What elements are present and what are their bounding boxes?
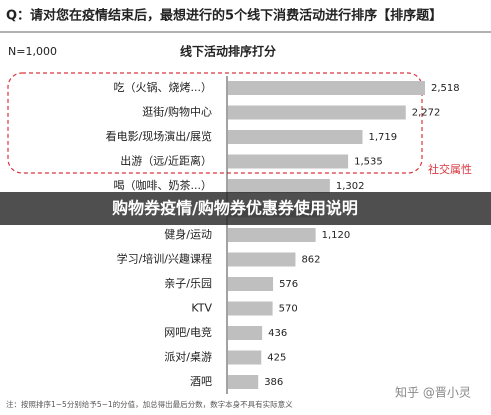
value-label: 570	[279, 304, 298, 315]
annotation: 社交属性	[428, 162, 472, 176]
bar	[228, 179, 330, 193]
value-label: 862	[301, 255, 320, 266]
bar	[228, 228, 316, 242]
value-label: 2,518	[431, 83, 460, 94]
bar	[228, 301, 273, 316]
category-label: KTV	[191, 302, 212, 315]
bar	[228, 350, 262, 365]
footnote: 注：按照排序1~5分别给予5~1的分值，加总得出最后分数，数字本身不具有实际意义	[6, 399, 293, 409]
watermark: 知乎 @晋小灵	[395, 386, 471, 400]
category-label: 逛街/购物中心	[142, 105, 212, 119]
bar	[228, 375, 259, 389]
bar	[228, 252, 296, 267]
value-label: 425	[267, 353, 286, 364]
bar	[228, 81, 425, 95]
category-label: 亲子/乐园	[164, 276, 212, 290]
category-label: 出游（远/近距离）	[120, 154, 212, 168]
value-label: 1,535	[354, 157, 383, 168]
category-label: 酒吧	[190, 375, 212, 388]
overlay-text: 购物券疫情/购物券优惠券使用说明	[112, 199, 358, 218]
value-label: 436	[268, 328, 287, 339]
value-label: 576	[279, 279, 298, 290]
category-label: 网吧/电竞	[164, 325, 212, 339]
header: Q：请对您在疫情结束后，最想进行的5个线下消费活动进行排序【排序题】	[6, 8, 442, 24]
bar	[228, 105, 406, 120]
chart-title: 线下活动排序打分	[180, 44, 276, 59]
bar	[228, 326, 263, 340]
bar	[228, 277, 274, 291]
category-label: 学习/培训/兴趣课程	[117, 252, 212, 266]
sample-size: N=1,000	[8, 45, 57, 58]
category-label: 看电影/现场演出/展览	[106, 129, 212, 143]
highlight-box	[7, 72, 423, 174]
value-label: 1,719	[368, 132, 397, 143]
value-label: 2,272	[412, 108, 441, 119]
bar	[228, 130, 363, 144]
overlay-band	[0, 192, 491, 225]
category-label: 健身/运动	[164, 227, 212, 241]
value-label: 1,120	[322, 230, 351, 241]
category-label: 吃（火锅、烧烤...）	[114, 80, 213, 94]
bar	[228, 154, 349, 169]
category-label: 派对/桌游	[164, 350, 212, 364]
category-label: 喝（咖啡、奶茶...）	[114, 178, 213, 192]
value-label: 1,302	[336, 181, 365, 192]
value-label: 386	[264, 377, 283, 388]
